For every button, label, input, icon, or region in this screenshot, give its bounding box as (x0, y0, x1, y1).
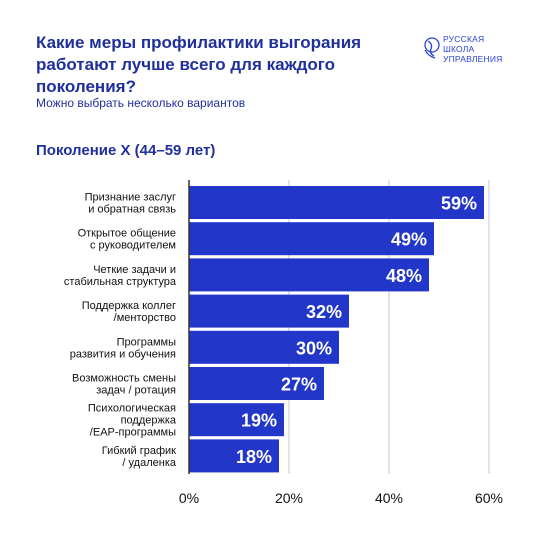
x-tick-label: 40% (375, 490, 403, 506)
bar (189, 367, 324, 400)
category-label: Четкие задачи и стабильная структура (64, 264, 177, 288)
bar (189, 439, 279, 473)
category-label-line: Четкие задачи и (93, 264, 176, 276)
category-label: Признание заслуг и обратная связь (85, 192, 177, 216)
bar-value-label: 18% (236, 447, 272, 467)
page-subtitle: Можно выбрать несколько вариантов (36, 96, 246, 110)
category-label-line: Психологическая (88, 403, 176, 415)
category-label: Гибкий график / удаленка (102, 445, 177, 469)
logo-text: РУССКАЯ ШКОЛА УПРАВЛЕНИЯ (443, 34, 503, 64)
category-label-line: поддержка (121, 415, 177, 427)
logo-emblem-icon (424, 37, 440, 59)
bar-value-label: 27% (281, 375, 317, 395)
x-tick-label: 60% (475, 490, 503, 506)
category-label-line: Гибкий график (102, 445, 176, 457)
bar-value-label: 30% (296, 338, 332, 358)
category-label-line: задач / ротация (96, 385, 176, 397)
bar-value-label: 19% (241, 411, 277, 431)
logo-line: УПРАВЛЕНИЯ (443, 54, 503, 64)
x-tick-label: 20% (275, 490, 303, 506)
x-tick-label: 0% (179, 490, 199, 506)
category-label: Программы развития и обучения (70, 336, 176, 360)
bar (189, 403, 284, 437)
chart-title: Поколение X (44–59 лет) (36, 142, 216, 159)
category-label: Психологическая поддержка/EAP-программы (88, 403, 177, 439)
logo: РУССКАЯ ШКОЛА УПРАВЛЕНИЯ (422, 34, 532, 74)
bar (189, 258, 429, 292)
bar-value-label: 49% (391, 230, 427, 250)
category-label: Поддержка коллег/менторство (82, 300, 176, 324)
page-title: Какие меры профилактики выгорания работа… (36, 33, 362, 96)
category-label-line: /EAP-программы (90, 427, 176, 439)
category-label-line: с руководителем (90, 240, 176, 252)
logo-line: РУССКАЯ (443, 34, 485, 44)
category-label-line: Программы (117, 336, 177, 348)
category-label-line: Признание заслуг (85, 192, 176, 204)
category-label-line: / удаленка (122, 457, 176, 469)
bar (189, 186, 484, 219)
category-label-line: и обратная связь (88, 204, 176, 216)
bar-value-label: 48% (386, 266, 422, 286)
bar (189, 330, 339, 364)
category-label-line: стабильная структура (64, 276, 177, 288)
bar (189, 222, 434, 256)
category-label-line: Возможность смены (72, 373, 176, 385)
logo-line: ШКОЛА (443, 44, 475, 54)
category-label-line: /менторство (114, 312, 176, 324)
category-label-line: Открытое общение (78, 228, 176, 240)
bar-value-label: 32% (306, 302, 342, 322)
category-label: Возможность смены задач / ротация (72, 373, 176, 397)
category-label-line: Поддержка коллег (82, 300, 176, 312)
bar (189, 294, 349, 328)
category-label-line: развития и обучения (70, 348, 176, 360)
bar-value-label: 59% (441, 194, 477, 214)
category-label: Открытое общение с руководителем (78, 228, 176, 252)
